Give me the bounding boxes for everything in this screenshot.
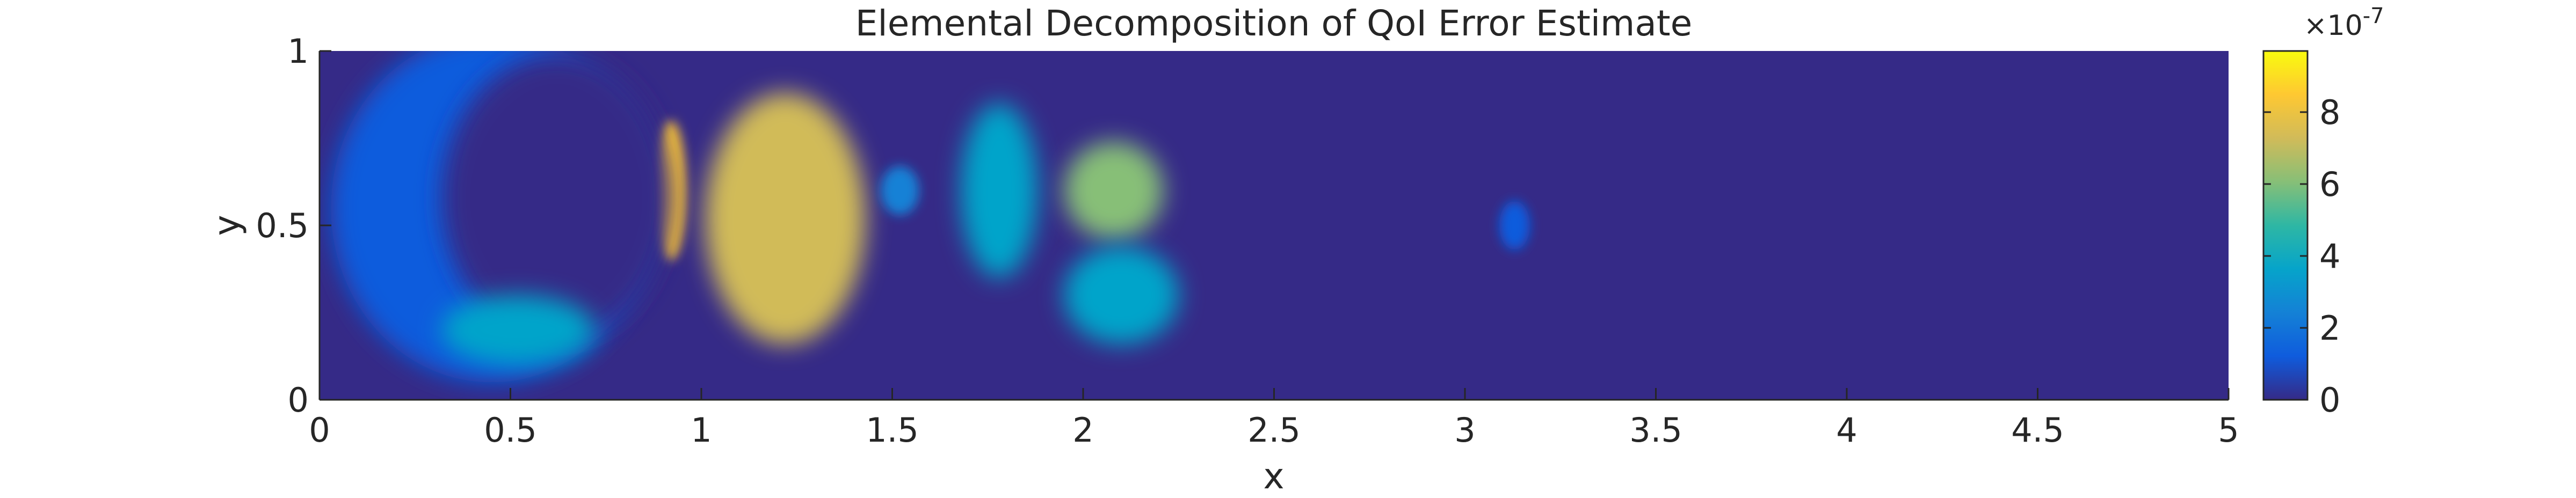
x-tick-label: 4.5 (2011, 411, 2064, 450)
heatmap-region-right-left-lobe (961, 103, 1037, 278)
colorbar-tick-label: 2 (2319, 309, 2340, 348)
x-axis-ticks: 0 0.5 1 1.5 2 2.5 3 3.5 4 4.5 5 (309, 388, 2239, 450)
colorbar-exponent: ×10-7 (2304, 4, 2384, 42)
x-tick-label: 4 (1836, 411, 1857, 450)
heatmap-region-right-lower (1064, 246, 1179, 344)
colorbar-tick-label: 4 (2319, 237, 2340, 276)
x-tick-label: 2 (1072, 411, 1093, 450)
x-tick-label: 3 (1454, 411, 1475, 450)
x-tick-label: 0.5 (484, 411, 537, 450)
colorbar-exponent-base: ×10 (2304, 10, 2363, 42)
y-axis-label: y (206, 215, 248, 236)
heatmap-region-bottom-lobe (441, 295, 594, 365)
y-tick-label: 1 (288, 32, 309, 71)
x-tick-label: 0 (309, 411, 330, 450)
heatmap-region-small-spot (881, 166, 919, 215)
y-axis-ticks: 00.51 (256, 32, 331, 420)
x-tick-label: 3.5 (1629, 411, 1682, 450)
heatmap-region-right-ring (1064, 142, 1164, 239)
colorbar-ticks: 0 2 4 6 8 (2263, 93, 2340, 420)
x-tick-label: 2.5 (1247, 411, 1301, 450)
heatmap-layer (331, 51, 1530, 383)
x-tick-label: 5 (2218, 411, 2239, 450)
heatmap-region-center-blob (705, 93, 866, 344)
heatmap-region-hole-low-error (441, 54, 671, 341)
y-tick-label: 0.5 (256, 206, 309, 245)
chart-title: Elemental Decomposition of QoI Error Est… (855, 3, 1693, 44)
x-tick-label: 1 (691, 411, 712, 450)
x-tick-label: 1.5 (866, 411, 919, 450)
colorbar-tick-label: 6 (2319, 165, 2340, 204)
y-tick-label: 0 (288, 380, 309, 420)
heatmap-region-far-spot (1499, 201, 1530, 250)
colorbar-tick-label: 0 (2319, 380, 2340, 420)
colorbar-exponent-power: -7 (2363, 4, 2384, 28)
colorbar-tick-label: 8 (2319, 93, 2340, 132)
colorbar (2262, 50, 2309, 401)
x-axis-label: x (1263, 456, 1284, 497)
